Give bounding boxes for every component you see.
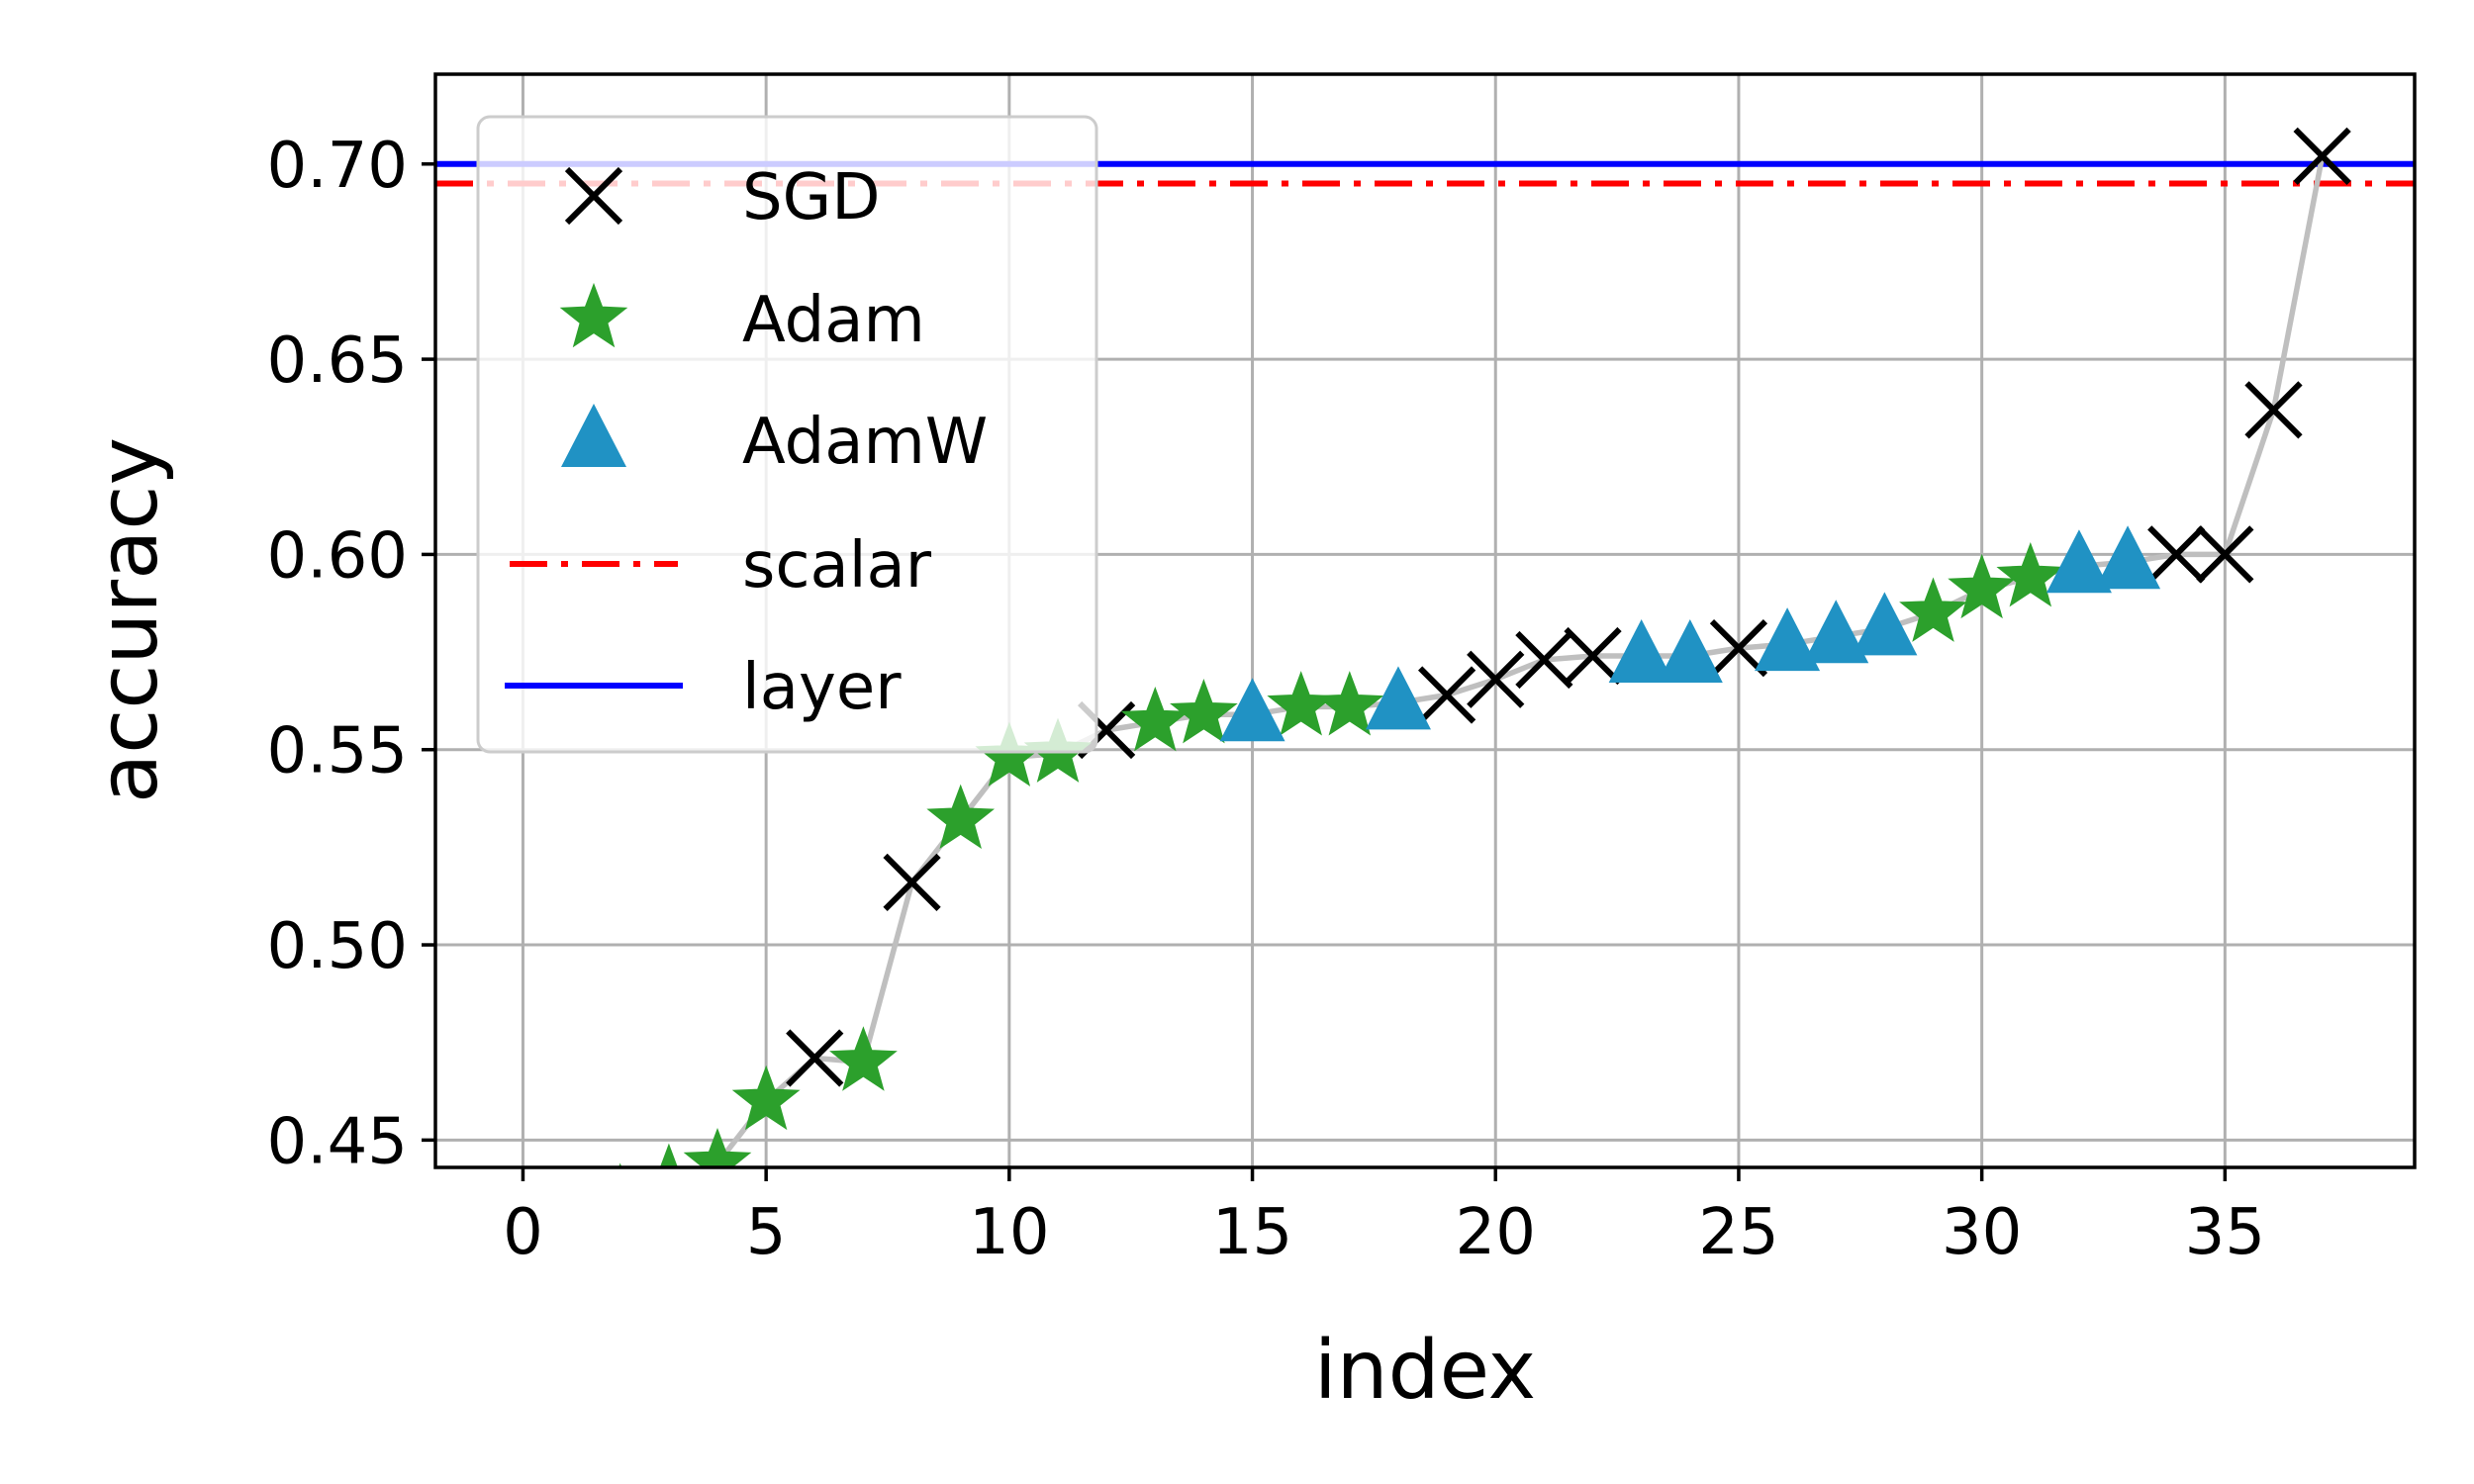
x-marker-stroke <box>2147 525 2206 584</box>
legend-adam-label: Adam <box>742 284 925 357</box>
x-marker-stroke <box>564 166 623 226</box>
y-tick-label: 0.50 <box>267 910 409 983</box>
x-tick-label: 20 <box>1456 1196 1536 1269</box>
x-marker-stroke <box>2244 381 2303 439</box>
adam-point <box>731 1065 801 1131</box>
plot-frame <box>433 72 2417 1169</box>
x-marker-stroke <box>2293 127 2351 185</box>
adam-point <box>926 784 996 850</box>
adamw-point <box>2095 525 2161 590</box>
sgd-point <box>1709 619 1768 678</box>
adam-point <box>1120 686 1189 752</box>
x-marker-stroke <box>786 1029 844 1087</box>
adamw-point <box>1219 678 1285 742</box>
y-tick-label: 0.65 <box>267 325 409 398</box>
sgd-point <box>2196 525 2254 584</box>
adam-point <box>1899 577 1967 642</box>
x-marker-stroke <box>1467 650 1525 708</box>
sgd-point <box>2293 127 2351 185</box>
x-marker-stroke <box>883 853 941 912</box>
adam-point <box>829 1026 898 1091</box>
markers <box>618 127 2351 1167</box>
x-marker-stroke <box>1564 626 1622 686</box>
x-tick-label: 15 <box>1212 1196 1292 1269</box>
adamw-point <box>1852 592 1918 656</box>
y-tick-label: 0.60 <box>267 519 409 593</box>
y-tick-label: 0.70 <box>267 130 409 203</box>
legend-box <box>476 115 1098 754</box>
x-tick-label: 35 <box>2185 1196 2265 1269</box>
adam-point <box>1315 671 1384 736</box>
x-marker-stroke <box>1417 666 1476 724</box>
sgd-point <box>1564 626 1622 686</box>
adam-point <box>1996 541 2065 607</box>
sgd-point <box>1515 630 1573 690</box>
adam-point <box>649 1143 689 1167</box>
x-axis-title: index <box>1314 1324 1536 1418</box>
adamw-series <box>1219 525 2161 742</box>
x-marker-stroke <box>1515 630 1573 690</box>
adamw-point <box>2046 529 2112 594</box>
legend-adamw-handle <box>561 404 626 467</box>
sgd-point <box>883 853 941 912</box>
axis-ticks: 0 5 10 15 20 25 30 35 0.45 0.50 0.55 0.60 0.65 0.70 <box>267 130 2266 1269</box>
legend-scalar-label: scalar <box>742 529 932 603</box>
x-marker-stroke <box>1709 619 1768 678</box>
legend: SGD Adam AdamW scalar layer <box>476 115 1098 754</box>
y-tick-label: 0.45 <box>267 1105 409 1178</box>
x-tick-label: 30 <box>1942 1196 2022 1269</box>
legend-adamw-label: AdamW <box>742 406 988 479</box>
legend-sgd-handle <box>564 166 623 226</box>
x-tick-label: 25 <box>1698 1196 1778 1269</box>
adam-point <box>1948 553 2017 619</box>
x-tick-label: 5 <box>746 1196 787 1269</box>
adamw-point <box>1365 666 1431 730</box>
sgd-point <box>1417 666 1476 724</box>
adamw-point <box>1657 619 1723 684</box>
x-tick-label: 10 <box>969 1196 1049 1269</box>
x-tick-label: 0 <box>503 1196 543 1269</box>
adamw-point <box>1803 600 1869 664</box>
x-marker-stroke <box>2196 525 2254 584</box>
legend-adam-handle <box>559 282 628 348</box>
sgd-point <box>2244 381 2303 439</box>
y-axis-title: accuracy <box>82 437 176 803</box>
y-tick-label: 0.55 <box>267 715 409 788</box>
adamw-point <box>1755 607 1821 672</box>
plot-area <box>435 127 2415 1167</box>
sgd-series <box>786 127 2351 1087</box>
sgd-point <box>2147 525 2206 584</box>
adamw-point <box>1608 619 1674 684</box>
legend-layer-label: layer <box>742 651 902 724</box>
legend-sgd-label: SGD <box>742 161 881 234</box>
sgd-point <box>786 1029 844 1087</box>
adam-point <box>683 1127 752 1167</box>
sgd-point <box>1467 650 1525 708</box>
adam-point <box>1170 679 1238 744</box>
